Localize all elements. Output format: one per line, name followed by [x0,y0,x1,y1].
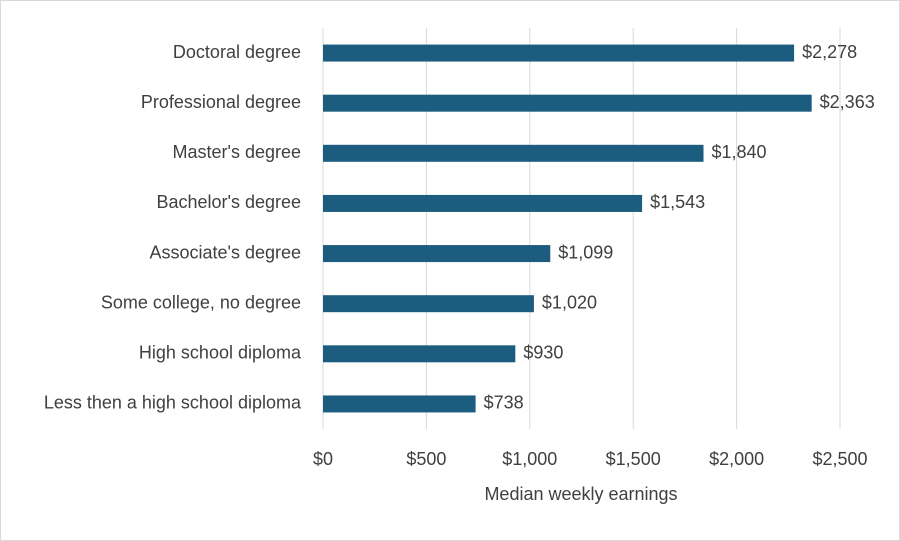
data-label: $1,840 [712,142,767,162]
bar [323,295,534,313]
y-tick-label: Professional degree [141,92,301,112]
x-tick-label: $1,000 [502,449,557,469]
y-tick-label: Doctoral degree [173,42,301,62]
y-tick-label: Less then a high school diploma [44,393,302,413]
bar [323,194,643,212]
bar [323,245,551,263]
y-tick-label: Master's degree [173,142,302,162]
y-tick-label: Bachelor's degree [156,192,301,212]
data-label: $930 [523,343,563,363]
x-tick-label: $0 [313,449,333,469]
data-label: $1,020 [542,292,597,312]
x-tick-label: $500 [406,449,446,469]
y-tick-label: Some college, no degree [101,292,301,312]
y-tick-label: Associate's degree [149,242,301,262]
x-tick-label: $2,500 [812,449,867,469]
data-label: $738 [484,393,524,413]
bar [323,395,476,413]
y-tick-label: High school diploma [139,343,302,363]
data-label: $2,363 [820,92,875,112]
bar [323,345,516,363]
data-label: $1,099 [558,242,613,262]
x-tick-label: $1,500 [606,449,661,469]
bar [323,44,795,62]
bar [323,94,812,112]
data-label: $2,278 [802,42,857,62]
data-label: $1,543 [650,192,705,212]
bars [323,44,812,413]
x-tick-label: $2,000 [709,449,764,469]
bar [323,144,704,162]
x-axis-label: Median weekly earnings [484,484,677,504]
